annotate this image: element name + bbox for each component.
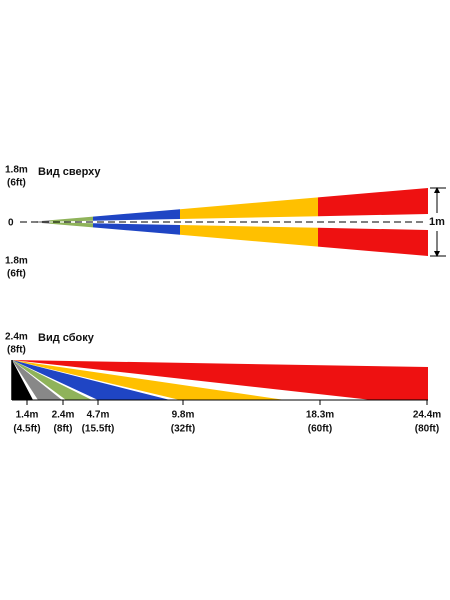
distance-imperial: (8ft) (54, 424, 73, 435)
distance-labels: 1.4m (4.5ft) 2.4m (8ft) 4.7m (15.5ft) 9.8m (32f… (13, 400, 441, 435)
distance-metric: 18.3m (306, 410, 334, 421)
zone (12, 360, 428, 400)
upper-metric: 1.8m (5, 165, 28, 176)
top-view: Вид сверху 1.8m (6ft) 0 1.8m (6ft) 1m (5, 165, 446, 280)
distance-metric: 9.8m (172, 410, 195, 421)
top-view-title: Вид сверху (38, 166, 101, 178)
distance-metric: 24.4m (413, 410, 441, 421)
origin-label: 0 (8, 218, 14, 229)
distance-imperial: (15.5ft) (82, 424, 115, 435)
distance-metric: 2.4m (52, 410, 75, 421)
upper-imperial: (6ft) (7, 178, 26, 189)
distance-imperial: (32ft) (171, 424, 195, 435)
distance-imperial: (80ft) (415, 424, 439, 435)
height-metric: 2.4m (5, 332, 28, 343)
zone (12, 360, 62, 400)
upper-beam (30, 188, 428, 222)
height-imperial: (8ft) (7, 345, 26, 356)
lower-imperial: (6ft) (7, 269, 26, 280)
distance-metric: 1.4m (16, 410, 39, 421)
lower-beam (30, 222, 428, 256)
width-label: 1m (429, 216, 445, 228)
distance-imperial: (60ft) (308, 424, 332, 435)
distance-imperial: (4.5ft) (13, 424, 40, 435)
zone (12, 360, 285, 400)
lower-metric: 1.8m (5, 256, 28, 267)
zone (12, 360, 92, 400)
zone (12, 360, 33, 400)
distance-metric: 4.7m (87, 410, 110, 421)
zone (12, 360, 170, 400)
side-view-title: Вид сбоку (38, 332, 95, 344)
side-view: 2.4m (8ft) Вид сбоку 1.4m (4.5ft) 2.4m (8ft… (5, 332, 441, 435)
